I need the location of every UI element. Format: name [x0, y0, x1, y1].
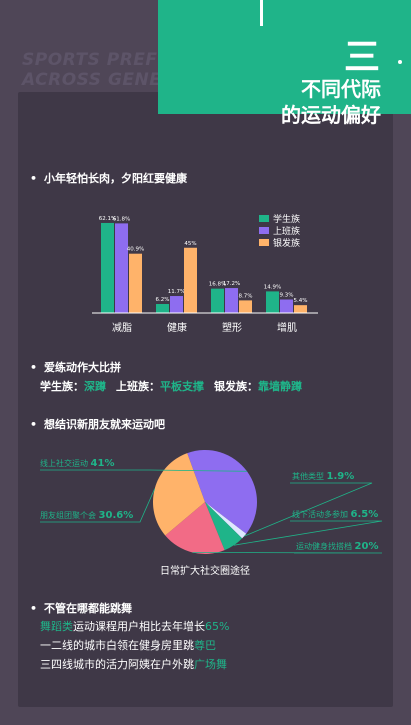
pie-leader-line	[233, 520, 383, 546]
pie-slice	[205, 502, 243, 551]
move-group-students: 学生族：	[40, 380, 84, 393]
x-tick-label: 塑形	[222, 322, 242, 334]
move-workers: 平板支撑	[160, 380, 204, 393]
pie-slice-label: 线上社交运动 41%	[40, 458, 114, 469]
bar-value-label: 8.7%	[239, 293, 253, 299]
x-tick-label: 减脂	[112, 321, 132, 334]
move-group-seniors: 银发族：	[214, 380, 258, 393]
bar-value-label: 6.2%	[156, 297, 170, 303]
page-title-line1: 不同代际	[301, 77, 381, 101]
dance-line-1-text: 运动课程用户相比去年增长	[73, 620, 205, 633]
section2-heading: 爱练动作大比拼	[30, 359, 121, 375]
legend-swatch	[259, 227, 269, 234]
bar-value-label: 40.9%	[127, 247, 144, 253]
dance-zumba: 尊巴	[194, 639, 216, 652]
bar-2-0	[211, 288, 224, 313]
pie-slice-value: 41%	[91, 458, 115, 469]
section3-heading: 想结识新朋友就来运动吧	[30, 416, 165, 432]
pie-chart-title: 日常扩大社交圈途径	[160, 564, 250, 577]
dance-line-2-text: 一二线的城市白领在健身房里跳	[40, 639, 194, 652]
bar-value-label: 17.2%	[223, 281, 240, 287]
bar-3-0	[266, 291, 279, 313]
bar-2-1	[225, 288, 238, 313]
section-number-dot	[398, 60, 402, 64]
page-title-line2: 的运动偏好	[281, 103, 381, 127]
bar-value-label: 61.8%	[113, 216, 130, 222]
legend-swatch	[259, 239, 269, 246]
pie-slice	[165, 502, 225, 555]
legend-label: 上班族	[273, 225, 300, 237]
pie-slice-value: 1.9%	[327, 471, 355, 482]
bar-value-label: 45%	[184, 241, 196, 247]
pie-slice	[205, 502, 247, 539]
pie-slice-value: 6.5%	[351, 509, 379, 520]
move-group-workers: 上班族：	[116, 380, 160, 393]
dance-line-3: 三四线城市的活力阿姨在户外跳广场舞	[40, 656, 227, 672]
pie-slice	[153, 453, 205, 536]
pie-leader-line	[244, 482, 373, 537]
legend-label: 银发族	[273, 237, 300, 249]
dance-category: 舞蹈类	[40, 620, 73, 633]
section-number: 三	[344, 37, 381, 78]
x-tick-label: 健康	[167, 321, 187, 334]
legend-label: 学生族	[273, 213, 300, 225]
bar-value-label: 9.3%	[280, 293, 294, 299]
bar-value-label: 62.1%	[99, 216, 116, 222]
bar-0-0	[101, 222, 114, 313]
page-title: 不同代际 的运动偏好	[281, 76, 381, 128]
dance-line-3-text: 三四线城市的活力阿姨在户外跳	[40, 658, 194, 671]
header-accent-line	[260, 0, 263, 26]
pie-slice-label: 其他类型 1.9%	[292, 471, 354, 482]
bar-3-2	[294, 305, 307, 313]
bar-3-1	[280, 299, 293, 313]
dance-line-2: 一二线的城市白领在健身房里跳尊巴	[40, 637, 216, 653]
bar-value-label: 14.9%	[264, 284, 281, 290]
section4-heading: 不管在哪都能跳舞	[30, 600, 132, 616]
pie-slice-label: 朋友组团聚个会 30.6%	[40, 510, 133, 521]
dance-growth-value: 65%	[205, 620, 230, 633]
x-tick-label: 增肌	[277, 321, 297, 334]
pie-leader-line	[192, 552, 383, 554]
pie-slice-value: 20%	[355, 541, 379, 552]
dance-square-dance: 广场舞	[194, 658, 227, 671]
bar-value-label: 11.7%	[168, 289, 185, 295]
bar-1-2	[184, 247, 197, 313]
bar-value-label: 16.8%	[209, 282, 226, 288]
pie-slice-label: 运动健身找搭档 20%	[296, 541, 378, 552]
header-banner	[158, 0, 411, 114]
pie-leader-line	[40, 469, 247, 472]
section1-heading: 小年轻怕长肉，夕阳红要健康	[30, 170, 187, 186]
legend-swatch	[259, 215, 269, 222]
bar-value-label: 5.4%	[294, 298, 308, 304]
bar-1-1	[170, 296, 183, 313]
move-students: 深蹲	[84, 380, 106, 393]
bar-1-0	[156, 304, 169, 313]
bar-2-2	[239, 300, 252, 313]
move-seniors: 靠墙静蹲	[258, 380, 302, 393]
favorite-moves-row: 学生族：深蹲 上班族：平板支撑 银发族：靠墙静蹲	[40, 378, 302, 394]
pie-slice-value: 30.6%	[99, 510, 134, 521]
pie-slice-label: 线下活动多参加 6.5%	[292, 509, 378, 520]
dance-line-1: 舞蹈类运动课程用户相比去年增长65%	[40, 618, 229, 634]
bar-0-2	[129, 253, 142, 313]
pie-leader-line	[40, 488, 156, 523]
bar-0-1	[115, 223, 128, 313]
